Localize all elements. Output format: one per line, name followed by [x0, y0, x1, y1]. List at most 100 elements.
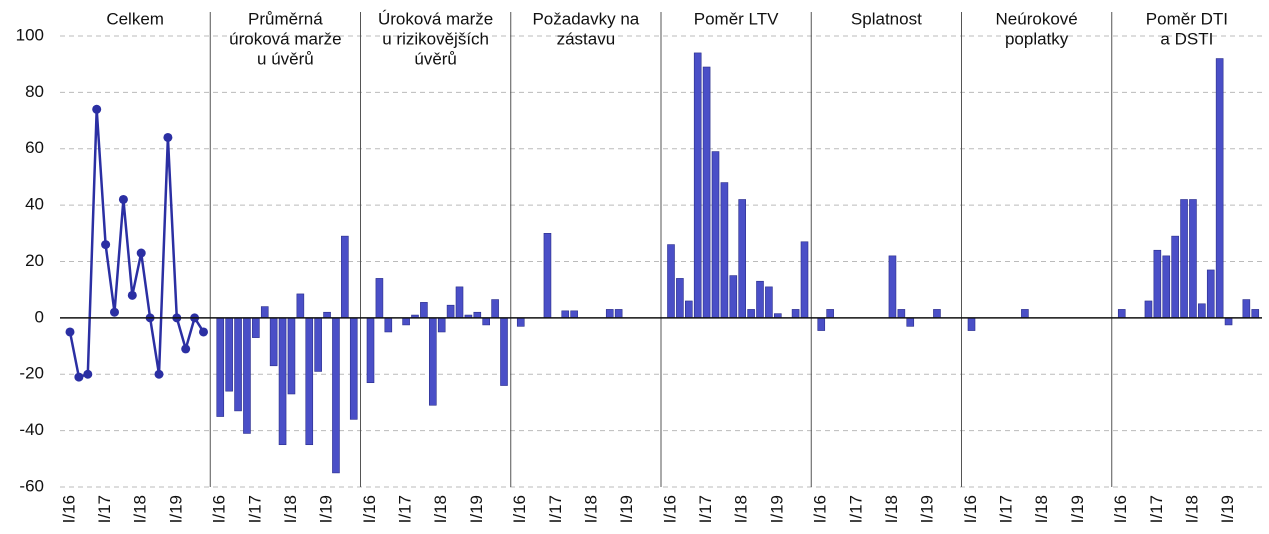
- x-tick-label: I/16: [510, 495, 529, 523]
- bar: [1117, 309, 1126, 319]
- bar: [296, 293, 305, 319]
- bar: [437, 317, 446, 333]
- bar: [684, 300, 693, 319]
- x-tick-label: I/18: [1032, 495, 1051, 523]
- panel-title: u rizikovějších: [382, 29, 489, 48]
- x-tick-label: I/17: [245, 495, 264, 523]
- point: [127, 290, 137, 300]
- bar: [800, 241, 809, 319]
- point: [92, 104, 102, 114]
- bar: [216, 317, 225, 417]
- point: [110, 307, 119, 317]
- bar: [446, 304, 455, 319]
- bar: [428, 317, 437, 406]
- line: [68, 109, 205, 379]
- y-tick-label: -60: [19, 476, 44, 495]
- x-tick-label: I/17: [846, 495, 865, 523]
- x-tick-label: I/19: [467, 495, 486, 523]
- bar: [906, 317, 915, 327]
- panel-title: Neúrokové: [996, 9, 1078, 28]
- y-tick-label: 100: [16, 25, 44, 44]
- bar: [491, 299, 499, 319]
- bar: [1242, 299, 1251, 319]
- x-tick-label: I/19: [317, 495, 336, 523]
- bar: [747, 309, 755, 319]
- x-tick-label: I/18: [1182, 495, 1201, 523]
- bar: [349, 317, 358, 420]
- panel-title: Průměrná: [248, 9, 323, 28]
- y-tick-label: -20: [19, 364, 44, 383]
- point: [163, 132, 173, 142]
- point: [101, 240, 111, 250]
- bar: [729, 275, 738, 319]
- bar: [1180, 199, 1188, 319]
- x-tick-label: I/16: [660, 495, 679, 523]
- x-tick-label: I/19: [767, 495, 786, 523]
- panel-title: Poměr LTV: [694, 9, 779, 28]
- bar: [305, 317, 314, 446]
- bar: [543, 233, 552, 319]
- panel-title: Splatnost: [851, 9, 922, 28]
- bar: [1198, 303, 1206, 319]
- bar: [1206, 269, 1215, 319]
- x-tick-label: I/16: [961, 495, 980, 523]
- panel-title: Poměr DTI: [1146, 9, 1228, 28]
- bar: [676, 278, 684, 319]
- x-tick-label: I/19: [1068, 495, 1087, 523]
- panel-title: Požadavky na: [532, 9, 639, 28]
- bar: [420, 302, 428, 319]
- x-tick-label: I/18: [431, 495, 450, 523]
- x-tick-label: I/17: [696, 495, 715, 523]
- bar: [711, 151, 720, 319]
- panel-title: úvěrů: [414, 49, 457, 68]
- y-tick-label: 60: [25, 138, 44, 157]
- point: [118, 194, 128, 204]
- bar: [605, 309, 614, 319]
- bar: [791, 309, 800, 319]
- bar: [287, 317, 296, 395]
- y-tick-label: -40: [19, 420, 44, 439]
- bar: [375, 278, 384, 319]
- bar: [323, 311, 331, 319]
- bar: [1021, 309, 1029, 319]
- bar: [278, 317, 287, 446]
- x-tick-label: I/19: [1218, 495, 1237, 523]
- bar: [1215, 58, 1224, 319]
- bar: [1189, 199, 1197, 319]
- bar: [570, 310, 578, 319]
- x-tick-label: I/19: [918, 495, 937, 523]
- bar: [1162, 255, 1171, 319]
- bar: [897, 309, 906, 319]
- panel-title: Úroková marže: [378, 9, 493, 28]
- point: [136, 248, 146, 258]
- panel-title: Celkem: [106, 9, 164, 28]
- bar: [252, 317, 260, 338]
- panel-title: úroková marže: [229, 29, 341, 48]
- y-tick-label: 0: [35, 307, 44, 326]
- bar: [1224, 317, 1233, 326]
- bar: [888, 255, 897, 319]
- bar: [234, 317, 242, 412]
- bar: [720, 182, 729, 319]
- bar: [738, 199, 747, 319]
- panel-title: u úvěrů: [257, 49, 314, 68]
- x-tick-label: I/17: [95, 495, 114, 523]
- y-tick-label: 80: [25, 82, 44, 101]
- x-tick-label: I/17: [1147, 495, 1166, 523]
- bar: [1153, 249, 1162, 319]
- bar: [314, 317, 322, 372]
- panel-title: a DSTI: [1160, 29, 1213, 48]
- bar: [1144, 300, 1153, 319]
- x-tick-label: I/17: [396, 495, 415, 523]
- point: [181, 344, 191, 354]
- bar: [1251, 309, 1260, 319]
- bar: [243, 317, 251, 434]
- x-tick-label: I/18: [281, 495, 300, 523]
- bar: [702, 66, 711, 319]
- x-tick-label: I/18: [732, 495, 751, 523]
- point: [65, 327, 75, 337]
- x-tick-label: I/16: [360, 495, 379, 523]
- y-tick-label: 40: [25, 195, 44, 214]
- bar: [933, 309, 941, 319]
